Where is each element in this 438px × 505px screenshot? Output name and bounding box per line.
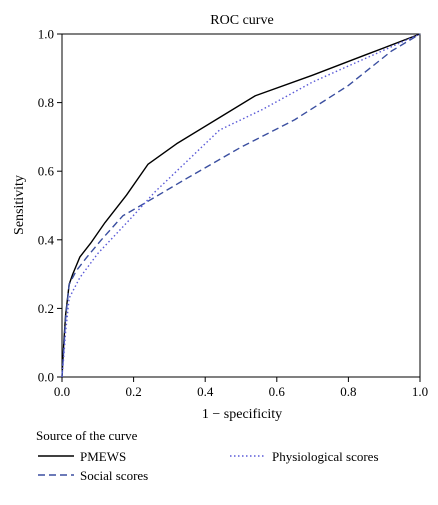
y-tick-label: 0.4 xyxy=(38,232,55,247)
x-tick-label: 0.8 xyxy=(340,384,356,399)
y-tick-label: 0.2 xyxy=(38,301,54,316)
y-tick-label: 0.0 xyxy=(38,370,54,385)
series-line-social-scores xyxy=(61,33,421,378)
x-axis-ticks: 0.0 0.2 0.4 0.6 0.8 1.0 xyxy=(54,377,428,399)
legend-label-pmews: PMEWS xyxy=(80,449,127,464)
x-tick-label: 0.4 xyxy=(197,384,214,399)
x-tick-label: 1.0 xyxy=(412,384,428,399)
chart-title: ROC curve xyxy=(210,13,273,28)
legend: Source of the curve PMEWS Social scores … xyxy=(36,428,426,494)
legend-label-social-scores: Social scores xyxy=(80,468,149,483)
x-tick-label: 0.0 xyxy=(54,384,70,399)
plot-frame xyxy=(61,33,421,378)
legend-title: Source of the curve xyxy=(36,428,138,443)
x-tick-label: 0.6 xyxy=(269,384,286,399)
series-line-pmews xyxy=(61,33,421,378)
y-tick-label: 0.6 xyxy=(38,164,55,179)
y-axis-ticks: 0.0 0.2 0.4 0.6 0.8 1.0 xyxy=(38,27,62,385)
legend-swatch-social-scores xyxy=(38,474,74,476)
y-axis-label: Sensitivity xyxy=(12,175,27,235)
legend-label-physiological-scores: Physiological scores xyxy=(272,449,379,464)
x-axis-label: 1 − specificity xyxy=(202,407,282,422)
y-tick-label: 0.8 xyxy=(38,95,54,110)
legend-swatch-physiological-scores xyxy=(230,455,266,457)
x-tick-label: 0.2 xyxy=(125,384,141,399)
legend-swatch-pmews xyxy=(38,455,74,457)
y-tick-label: 1.0 xyxy=(38,27,54,42)
series-layer xyxy=(61,33,421,378)
series-line-physiological-scores xyxy=(61,33,421,378)
